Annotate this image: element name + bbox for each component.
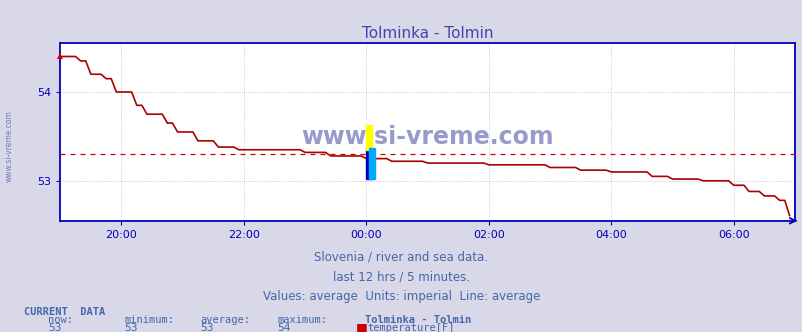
Text: ■: ■: [355, 321, 367, 332]
Text: average:: average:: [200, 315, 250, 325]
Text: minimum:: minimum:: [124, 315, 174, 325]
Text: maximum:: maximum:: [277, 315, 326, 325]
Text: www.si-vreme.com: www.si-vreme.com: [301, 125, 553, 149]
Text: 53: 53: [124, 323, 138, 332]
Bar: [366, 125, 372, 150]
Text: Tolminka - Tolmin: Tolminka - Tolmin: [365, 315, 471, 325]
Text: 53: 53: [200, 323, 214, 332]
Title: Tolminka - Tolmin: Tolminka - Tolmin: [362, 26, 492, 41]
Text: CURRENT  DATA: CURRENT DATA: [24, 307, 105, 317]
Text: last 12 hrs / 5 minutes.: last 12 hrs / 5 minutes.: [333, 271, 469, 284]
Bar: [366, 148, 372, 179]
Text: now:: now:: [48, 315, 73, 325]
Text: Slovenia / river and sea data.: Slovenia / river and sea data.: [314, 251, 488, 264]
Bar: [368, 148, 375, 179]
Text: 54: 54: [277, 323, 290, 332]
Text: Values: average  Units: imperial  Line: average: Values: average Units: imperial Line: av…: [262, 290, 540, 303]
Text: temperature[F]: temperature[F]: [367, 323, 455, 332]
Text: www.si-vreme.com: www.si-vreme.com: [5, 110, 14, 182]
Text: 53: 53: [48, 323, 62, 332]
